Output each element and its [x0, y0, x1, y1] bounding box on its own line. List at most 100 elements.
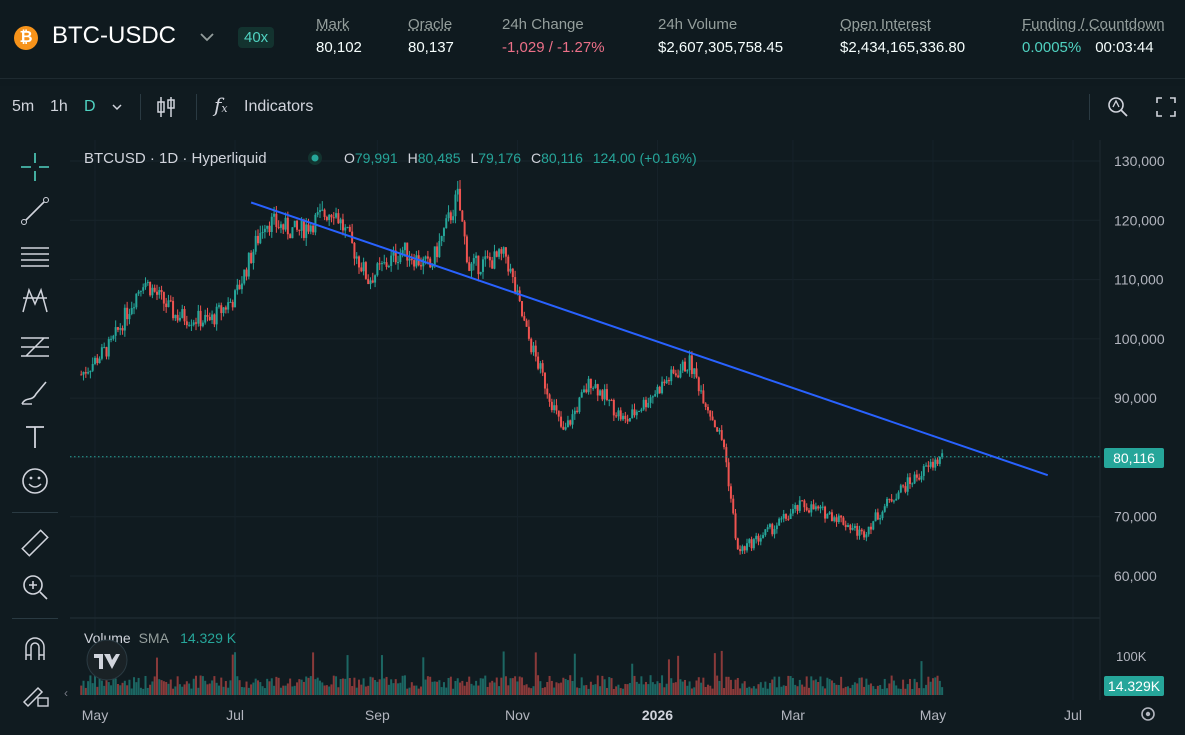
volume-bar: [504, 676, 507, 695]
pair-selector[interactable]: BTC-USDC: [52, 22, 176, 49]
candle-body: [610, 399, 613, 401]
chevron-down-icon[interactable]: [111, 102, 123, 112]
crosshair-icon[interactable]: [18, 150, 52, 184]
trend-line-icon[interactable]: [18, 194, 52, 228]
tradingview-logo-icon[interactable]: [86, 639, 128, 681]
candle-body: [824, 506, 827, 519]
current-volume-label: 14.329K: [1108, 678, 1161, 694]
lock-drawings-icon[interactable]: [18, 676, 52, 710]
volume-bar: [718, 680, 721, 695]
candle-body: [865, 534, 868, 538]
volume-bar: [775, 687, 778, 695]
mark-label[interactable]: Mark: [316, 16, 350, 33]
volume-bar: [766, 688, 769, 695]
volume-bar: [491, 680, 494, 695]
candle-body: [238, 284, 241, 290]
candle-body: [456, 188, 459, 195]
volume-bar: [594, 684, 597, 695]
text-tool-icon[interactable]: [18, 420, 52, 454]
chevron-down-icon[interactable]: [198, 28, 216, 46]
oracle-label[interactable]: Oracle: [408, 16, 453, 33]
volume-bar: [105, 679, 108, 695]
candle-body: [479, 271, 482, 275]
ruler-icon[interactable]: [18, 526, 52, 560]
indicators-fx-icon[interactable]: fx: [214, 93, 228, 117]
candle-body: [869, 526, 872, 530]
candle-body: [755, 535, 758, 540]
volume-bar: [153, 676, 156, 695]
volume-bar: [312, 652, 315, 695]
emoji-icon[interactable]: [18, 464, 52, 498]
candle-body: [341, 219, 344, 231]
quick-search-icon[interactable]: [1106, 95, 1130, 119]
candle-body: [543, 372, 546, 389]
volume-bar: [915, 682, 918, 695]
time-tick-label: Sep: [365, 707, 390, 723]
volume-bar: [585, 685, 588, 695]
volume-bar: [610, 678, 613, 695]
brush-icon[interactable]: [18, 376, 52, 410]
candle-body: [663, 381, 666, 384]
zoom-in-icon[interactable]: [18, 570, 52, 604]
volume-bar: [160, 680, 163, 695]
volume-bar: [821, 686, 824, 695]
candle-body: [640, 409, 643, 412]
candle-body: [282, 224, 285, 230]
candle-body: [564, 427, 567, 430]
fib-retracement-icon[interactable]: [18, 240, 52, 274]
volume-bar: [380, 655, 383, 695]
magnet-icon[interactable]: [18, 632, 52, 666]
candle-body: [647, 402, 650, 408]
projection-icon[interactable]: [18, 330, 52, 364]
volume-bar: [158, 679, 161, 695]
volume-bar: [279, 687, 282, 695]
funding-label[interactable]: Funding / Countdown: [1022, 16, 1165, 33]
timeframe-5m[interactable]: 5m: [12, 98, 35, 115]
volume-bar: [865, 678, 868, 695]
candle-body: [693, 368, 696, 375]
pattern-icon[interactable]: [18, 284, 52, 318]
volume-bar: [162, 681, 165, 695]
scroll-left-icon[interactable]: ‹: [64, 686, 68, 700]
chart-settings-gear-icon[interactable]: [1141, 707, 1155, 721]
volume-bar: [399, 682, 402, 695]
timeframe-d[interactable]: D: [84, 98, 96, 115]
candle-body: [325, 216, 328, 221]
trend-line[interactable]: [250, 201, 1049, 477]
candles-icon[interactable]: [155, 95, 177, 119]
candle-body: [302, 219, 305, 238]
fullscreen-icon[interactable]: [1155, 96, 1177, 118]
volume-bar: [96, 686, 99, 695]
volume-bar: [220, 677, 223, 695]
volume-bar: [392, 683, 395, 695]
time-axis[interactable]: May Jul Sep Nov 2026 Mar May Jul: [82, 707, 1082, 723]
volume-bar: [869, 683, 872, 695]
volume-bar: [360, 684, 363, 695]
price-tick-label: 120,000: [1114, 212, 1165, 228]
volume-bar: [401, 675, 404, 695]
volume-bar: [672, 682, 675, 695]
volume-bar: [410, 682, 413, 695]
candle-body: [560, 416, 563, 427]
volume-bar: [794, 684, 797, 695]
volume-bar: [172, 688, 175, 695]
candle-body: [920, 475, 923, 480]
open-interest-label[interactable]: Open Interest: [840, 16, 931, 33]
volume-bar: [711, 688, 714, 695]
volume-bar: [222, 686, 225, 695]
candle-body: [658, 386, 661, 394]
indicators-button[interactable]: Indicators: [244, 98, 314, 115]
candle-body: [330, 214, 333, 218]
candle-body: [665, 379, 668, 384]
candle-body: [224, 307, 227, 310]
volume-bar: [339, 679, 342, 695]
candle-body: [275, 213, 278, 227]
price-axis[interactable]: 130,000120,000110,000100,00090,00080,000…: [1114, 153, 1165, 584]
timeframe-1h[interactable]: 1h: [50, 98, 68, 115]
candle-body: [298, 229, 301, 231]
leverage-badge[interactable]: 40x: [238, 27, 275, 48]
volume-bar: [330, 684, 333, 695]
volume-bar: [211, 680, 214, 695]
candle-body: [137, 291, 140, 294]
